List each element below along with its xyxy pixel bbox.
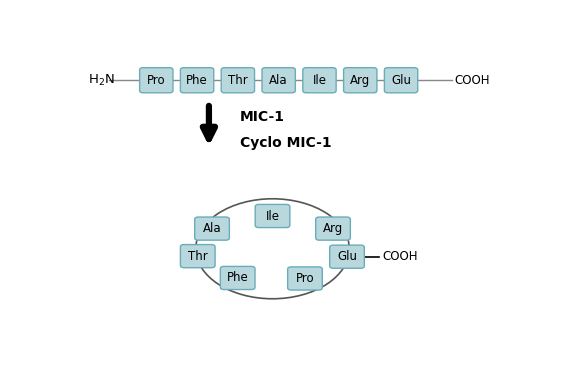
Text: Pro: Pro <box>147 74 166 87</box>
Text: COOH: COOH <box>383 250 418 263</box>
Text: MIC-1: MIC-1 <box>239 110 285 124</box>
FancyBboxPatch shape <box>181 68 214 93</box>
Text: Ile: Ile <box>265 210 280 223</box>
Text: Glu: Glu <box>337 250 357 263</box>
Text: Cyclo MIC-1: Cyclo MIC-1 <box>239 136 331 150</box>
FancyBboxPatch shape <box>316 217 350 240</box>
FancyBboxPatch shape <box>262 68 295 93</box>
FancyBboxPatch shape <box>181 244 215 268</box>
FancyBboxPatch shape <box>303 68 336 93</box>
FancyBboxPatch shape <box>140 68 173 93</box>
FancyBboxPatch shape <box>221 68 255 93</box>
FancyBboxPatch shape <box>344 68 377 93</box>
Text: Ala: Ala <box>269 74 288 87</box>
Text: Arg: Arg <box>350 74 370 87</box>
FancyBboxPatch shape <box>255 204 290 227</box>
FancyBboxPatch shape <box>329 245 365 268</box>
Text: Ile: Ile <box>312 74 327 87</box>
Text: Arg: Arg <box>323 222 343 235</box>
Text: Phe: Phe <box>227 272 248 285</box>
FancyBboxPatch shape <box>288 267 322 290</box>
FancyBboxPatch shape <box>384 68 418 93</box>
Text: Thr: Thr <box>188 250 208 263</box>
Text: COOH: COOH <box>454 74 490 87</box>
Text: Glu: Glu <box>391 74 411 87</box>
Text: H$_2$N: H$_2$N <box>88 73 115 88</box>
Text: Pro: Pro <box>295 272 314 285</box>
FancyBboxPatch shape <box>220 266 255 289</box>
FancyBboxPatch shape <box>195 217 229 240</box>
Text: Thr: Thr <box>228 74 248 87</box>
Text: Ala: Ala <box>203 222 221 235</box>
Text: Phe: Phe <box>186 74 208 87</box>
